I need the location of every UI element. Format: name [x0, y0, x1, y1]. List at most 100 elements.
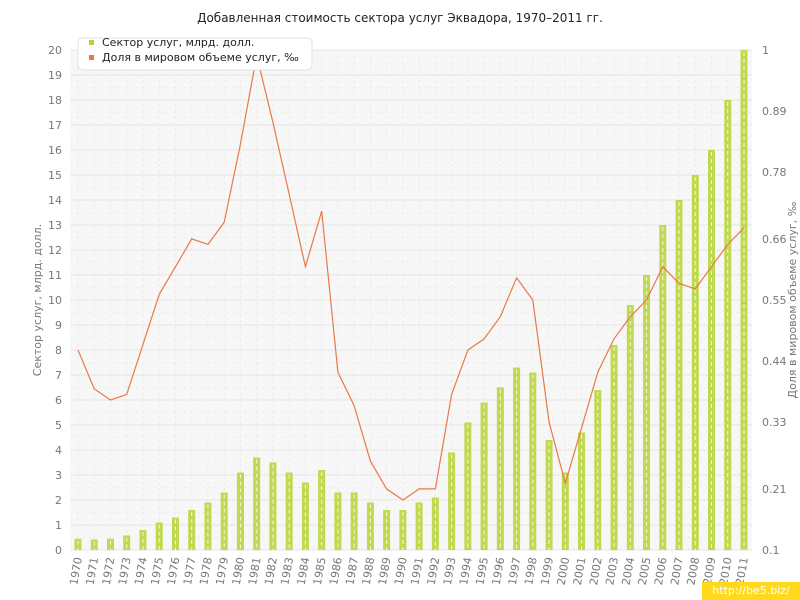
share-line: [77, 55, 745, 501]
x-tick-label: 1982: [262, 556, 280, 586]
left-tick-label: 11: [48, 269, 62, 282]
x-tick-label: 1988: [360, 556, 378, 586]
x-tick-label: 1995: [473, 556, 491, 586]
chart-title: Добавленная стоимость сектора услуг Эква…: [197, 11, 603, 25]
left-tick-label: 20: [48, 44, 62, 57]
bar-1976: [171, 517, 179, 550]
bar-2010: [724, 100, 732, 550]
right-axis-ticks: 0.1 0.21 0.33 0.44 0.55 0.66 0.78 0.89 1: [762, 44, 787, 557]
bar-1991: [415, 502, 423, 550]
left-tick-label: 14: [48, 194, 62, 207]
left-tick-label: 17: [48, 119, 62, 132]
bar: [155, 522, 163, 550]
bar-1975: [155, 522, 163, 550]
bar: [123, 535, 131, 550]
bar-1995: [480, 402, 488, 550]
x-tick-label: 1997: [506, 556, 524, 586]
x-tick-label: 2003: [603, 556, 621, 586]
bar-1970: [74, 538, 82, 550]
bar: [659, 225, 667, 550]
x-tick-label: 2004: [620, 556, 638, 586]
x-tick-label: 1978: [197, 556, 215, 586]
line-series: [77, 55, 745, 501]
x-tick-label: 1998: [522, 556, 540, 586]
x-tick-label: 1990: [392, 556, 410, 586]
bar-1973: [123, 535, 131, 550]
left-tick-label: 1: [55, 519, 62, 532]
x-tick-label: 1987: [343, 556, 361, 586]
right-tick-label: 0.78: [762, 166, 787, 179]
x-tick-label: 1971: [84, 556, 102, 586]
bar-1988: [366, 502, 374, 550]
bar-1998: [529, 372, 537, 550]
right-tick-label: 0.66: [762, 233, 787, 246]
left-tick-label: 5: [55, 419, 62, 432]
bar: [513, 367, 521, 550]
x-tick-label: 1992: [425, 556, 443, 586]
x-tick-label: 1980: [230, 556, 248, 586]
bar-2002: [594, 390, 602, 550]
bar-1993: [448, 452, 456, 550]
legend-swatch-line: [89, 55, 94, 60]
bar-2001: [578, 432, 586, 550]
left-tick-label: 16: [48, 144, 62, 157]
right-tick-label: 0.21: [762, 483, 787, 496]
x-tick-label: 2000: [555, 556, 573, 586]
x-tick-label: 2009: [701, 556, 719, 586]
bar-2011: [740, 50, 748, 550]
x-tick-label: 1991: [408, 556, 426, 586]
x-tick-label: 1975: [149, 556, 167, 586]
left-tick-label: 0: [55, 544, 62, 557]
x-tick-label: 2011: [733, 556, 751, 586]
bar-1989: [383, 510, 391, 550]
bar-1981: [253, 457, 261, 550]
x-tick-label: 1973: [116, 556, 134, 586]
right-tick-label: 0.44: [762, 355, 787, 368]
bar: [448, 452, 456, 550]
left-tick-label: 2: [55, 494, 62, 507]
bar-2009: [708, 150, 716, 550]
right-tick-label: 0.55: [762, 294, 787, 307]
legend-swatch-bar: [89, 40, 94, 45]
bar-1983: [285, 472, 293, 550]
bar-1971: [90, 539, 98, 550]
bar: [350, 492, 358, 550]
x-tick-label: 1989: [376, 556, 394, 586]
left-tick-label: 15: [48, 169, 62, 182]
bar: [724, 100, 732, 550]
legend-label-bar: Сектор услуг, млрд. долл.: [102, 36, 254, 49]
bar-1980: [236, 472, 244, 550]
watermark: http://be5.biz/: [702, 582, 800, 600]
bar-1985: [318, 470, 326, 550]
x-tick-label: 1985: [311, 556, 329, 586]
legend-label-line: Доля в мировом объеме услуг, ‰: [102, 51, 299, 64]
x-tick-label: 1983: [278, 556, 296, 586]
x-tick-label: 2006: [652, 556, 670, 586]
bar-1979: [220, 492, 228, 550]
left-tick-label: 18: [48, 94, 62, 107]
x-tick-label: 1996: [490, 556, 508, 586]
x-tick-label: 1977: [181, 556, 199, 586]
bar-1972: [106, 538, 114, 550]
left-tick-label: 3: [55, 469, 62, 482]
bar-1996: [496, 387, 504, 550]
x-tick-label: 1974: [132, 556, 150, 586]
x-tick-label: 1994: [457, 556, 475, 586]
left-axis-label: Сектор услуг, млрд. долл.: [31, 224, 44, 376]
bar: [269, 462, 277, 550]
bar-1999: [545, 440, 553, 550]
bar-2000: [561, 472, 569, 550]
x-tick-label: 1986: [327, 556, 345, 586]
bar: [334, 492, 342, 550]
bar-2006: [659, 225, 667, 550]
x-tick-label: 2002: [587, 556, 605, 586]
x-tick-label: 1984: [295, 556, 313, 586]
left-tick-label: 19: [48, 69, 62, 82]
left-tick-label: 4: [55, 444, 62, 457]
legend-box: [77, 37, 313, 71]
left-tick-label: 12: [48, 244, 62, 257]
x-tick-label: 2010: [717, 556, 735, 586]
bar-2007: [675, 200, 683, 550]
bar: [675, 200, 683, 550]
